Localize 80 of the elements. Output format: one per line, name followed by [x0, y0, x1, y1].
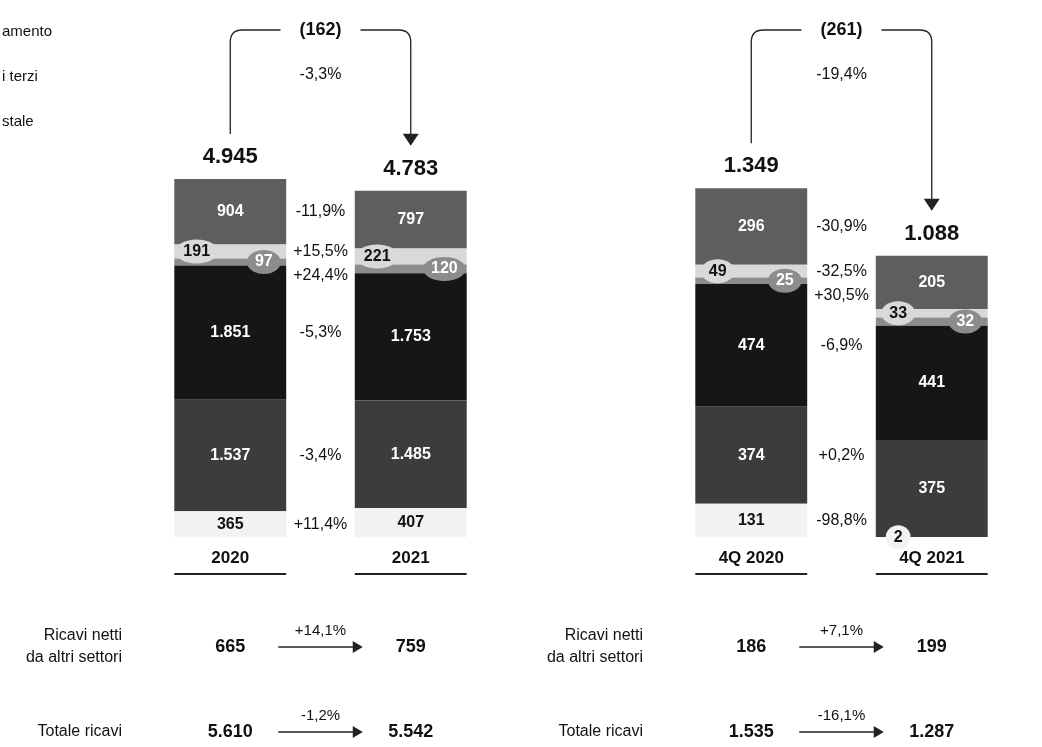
text: (162): [299, 18, 342, 39]
x-tick-label: 2020: [211, 548, 250, 568]
data-label: 1.485: [390, 444, 431, 462]
text: +7,1%: [820, 621, 863, 639]
annotation: -98,8%: [816, 511, 867, 529]
data-label: 191: [183, 241, 211, 259]
total-label: 1.349: [723, 152, 779, 178]
x-tick-label: 4Q 2020: [718, 548, 784, 568]
text: -1,2%: [300, 706, 341, 724]
annotation: +0,2%: [818, 445, 865, 463]
text: Ricavi netti da altri settori: [546, 626, 643, 666]
bar: [695, 503, 808, 538]
annotation: -11,9%: [295, 202, 346, 220]
text: 199: [916, 635, 947, 656]
total-label: 4.783: [383, 154, 439, 180]
text: (261): [820, 18, 863, 39]
annotation: +30,5%: [814, 285, 869, 303]
annotation: -32,5%: [816, 261, 867, 279]
bar: [174, 511, 287, 538]
annotation: -3,4%: [299, 445, 342, 463]
text: -3,3%: [299, 65, 342, 83]
bar: [695, 284, 808, 407]
text: 5.542: [388, 720, 434, 741]
data-label: 474: [737, 335, 765, 353]
text: Ricavi netti da altri settori: [25, 626, 122, 666]
text: 1.287: [909, 720, 955, 741]
bar: [174, 265, 287, 400]
data-label: 296: [737, 216, 765, 234]
annotation: -6,9%: [820, 335, 863, 353]
bar: [354, 190, 467, 249]
text: 5.610: [207, 720, 253, 741]
text: amento: [2, 22, 53, 40]
data-label: 407: [397, 513, 425, 531]
total-label: 1.088: [904, 219, 960, 245]
x-tick-label: 4Q 2021: [899, 548, 965, 568]
bar: [695, 188, 808, 265]
text: 1.535: [728, 720, 774, 741]
annotation: +15,5%: [293, 241, 348, 259]
data-label: 49: [708, 261, 727, 279]
data-label: 1.851: [210, 322, 251, 340]
data-label: 221: [363, 246, 391, 264]
annotation: +11,4%: [293, 514, 348, 532]
text: 759: [395, 635, 426, 656]
bar: [875, 325, 988, 440]
bar: [354, 508, 467, 538]
data-label: 441: [918, 373, 946, 391]
data-label: 375: [918, 478, 946, 496]
data-label: 904: [216, 202, 244, 220]
text: stale: [2, 112, 34, 130]
data-label: 120: [430, 259, 458, 277]
data-label: 205: [918, 272, 946, 290]
data-label: 2: [893, 527, 903, 545]
bar: [174, 399, 287, 512]
data-label: 25: [775, 271, 794, 289]
text: 186: [736, 635, 767, 656]
bar: [354, 273, 467, 401]
data-label: 365: [216, 514, 244, 532]
annotation: -30,9%: [816, 216, 867, 234]
total-label: 4.945: [202, 143, 258, 169]
text: Totale ricavi: [37, 722, 122, 740]
data-label: 131: [737, 511, 765, 529]
text: 665: [215, 635, 246, 656]
data-label: 97: [254, 252, 273, 270]
text: -19,4%: [816, 65, 867, 83]
data-label: 1.537: [210, 445, 251, 463]
text: +14,1%: [294, 621, 347, 639]
data-label: 374: [737, 445, 765, 463]
data-label: 1.753: [390, 327, 431, 345]
text: -16,1%: [817, 706, 866, 724]
data-label: 33: [889, 303, 908, 321]
bar: [354, 400, 467, 509]
data-label: 32: [956, 312, 975, 329]
text: i terzi: [2, 67, 38, 85]
bar: [695, 406, 808, 504]
annotation: +24,4%: [293, 265, 348, 283]
annotation: -5,3%: [299, 322, 342, 340]
text: Totale ricavi: [558, 722, 643, 740]
x-tick-label: 2021: [391, 548, 430, 568]
data-label: 797: [397, 210, 425, 228]
bar: [174, 178, 287, 245]
